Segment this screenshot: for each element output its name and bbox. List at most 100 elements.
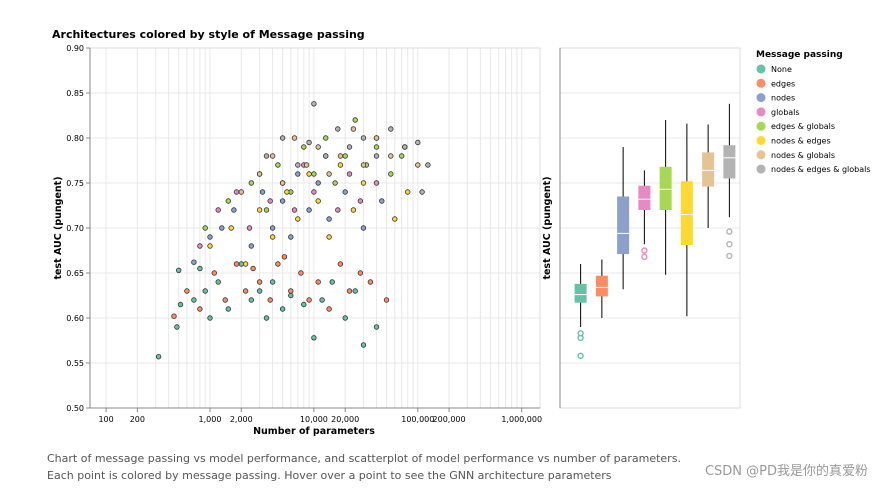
scatter-point[interactable]	[315, 180, 321, 186]
scatter-point[interactable]	[248, 297, 254, 303]
scatter-point[interactable]	[306, 139, 312, 146]
scatter-point[interactable]	[360, 135, 367, 141]
scatter-point[interactable]	[267, 198, 273, 204]
scatter-point[interactable]	[275, 261, 281, 267]
scatter-point[interactable]	[388, 171, 394, 177]
scatter-point[interactable]	[388, 126, 394, 132]
box-outlier[interactable]	[641, 253, 648, 260]
box-outlier[interactable]	[726, 240, 733, 248]
scatter-point[interactable]	[373, 180, 380, 186]
scatter-point[interactable]	[248, 243, 254, 249]
scatter-point[interactable]	[269, 279, 276, 285]
scatter-point[interactable]	[288, 288, 294, 294]
box-outlier[interactable]	[577, 352, 584, 359]
scatter-point[interactable]	[225, 306, 231, 312]
scatter-point[interactable]	[291, 207, 298, 213]
scatter-point[interactable]	[352, 117, 358, 123]
scatter-point[interactable]	[357, 270, 364, 276]
scatter-point[interactable]	[306, 171, 312, 177]
scatter-point[interactable]	[301, 144, 307, 150]
scatter-point[interactable]	[373, 153, 380, 159]
scatter-point[interactable]	[202, 288, 208, 294]
scatter-point[interactable]	[357, 198, 364, 204]
scatter-point[interactable]	[197, 243, 203, 249]
scatter-point[interactable]	[184, 288, 190, 294]
scatter-point[interactable]	[383, 297, 390, 303]
scatter-point[interactable]	[373, 135, 380, 141]
scatter-point[interactable]	[284, 189, 290, 195]
scatter-point[interactable]	[315, 198, 321, 204]
scatter-point[interactable]	[311, 171, 317, 177]
scatter-point[interactable]	[275, 162, 281, 168]
scatter-point[interactable]	[267, 297, 273, 303]
scatter-point[interactable]	[323, 135, 329, 141]
box-outlier[interactable]	[726, 252, 733, 260]
scatter-point[interactable]	[342, 153, 348, 159]
scatter-point[interactable]	[346, 144, 353, 150]
scatter-point[interactable]	[281, 254, 288, 260]
box-nodes[interactable]	[617, 147, 630, 290]
scatter-point[interactable]	[360, 225, 367, 231]
scatter-point[interactable]	[346, 171, 353, 177]
scatter-point[interactable]	[225, 198, 231, 204]
scatter-point[interactable]	[219, 225, 225, 231]
scatter-point[interactable]	[329, 279, 335, 285]
scatter-point[interactable]	[174, 324, 180, 330]
scatter-point[interactable]	[326, 171, 332, 177]
scatter-point[interactable]	[250, 265, 256, 272]
scatter-point[interactable]	[295, 171, 301, 177]
box-globals[interactable]	[638, 170, 651, 260]
scatter-point[interactable]	[350, 126, 357, 132]
scatter-point[interactable]	[269, 153, 276, 159]
scatter-point[interactable]	[197, 265, 203, 272]
scatter-point[interactable]	[352, 288, 358, 294]
scatter-point[interactable]	[155, 354, 162, 360]
scatter-point[interactable]	[311, 189, 317, 195]
scatter-point[interactable]	[360, 162, 367, 168]
scatter-point[interactable]	[197, 306, 203, 312]
box-outlier[interactable]	[577, 330, 584, 337]
scatter-point[interactable]	[191, 259, 197, 265]
scatter-point[interactable]	[315, 279, 321, 285]
scatter-point[interactable]	[311, 335, 317, 341]
scatter-point[interactable]	[233, 189, 240, 195]
scatter-point[interactable]	[211, 270, 217, 276]
scatter-point[interactable]	[303, 162, 310, 168]
scatter-point[interactable]	[337, 162, 344, 168]
scatter-point[interactable]	[319, 297, 325, 303]
box-none[interactable]	[574, 264, 587, 359]
scatter-point[interactable]	[342, 189, 348, 195]
box-nodes-edges[interactable]	[680, 123, 693, 317]
scatter-point[interactable]	[171, 313, 177, 319]
scatter-point[interactable]	[360, 180, 367, 186]
scatter-point[interactable]	[326, 216, 332, 222]
scatter-point[interactable]	[326, 306, 332, 312]
box-edges[interactable]	[595, 259, 608, 319]
scatter-point[interactable]	[269, 234, 276, 240]
scatter-point[interactable]	[402, 144, 408, 150]
scatter-point[interactable]	[279, 198, 286, 204]
scatter-point[interactable]	[315, 144, 321, 150]
scatter-point[interactable]	[207, 234, 213, 240]
scatter-point[interactable]	[279, 306, 286, 312]
scatter-point[interactable]	[323, 153, 329, 159]
scatter-point[interactable]	[288, 292, 294, 299]
box-edges-globals[interactable]	[659, 120, 672, 275]
scatter-point[interactable]	[335, 207, 341, 213]
scatter-point[interactable]	[346, 288, 353, 294]
scatter-point[interactable]	[342, 315, 348, 321]
box-nodes-edges-globals[interactable]	[723, 103, 736, 260]
scatter-point[interactable]	[256, 279, 263, 285]
scatter-point[interactable]	[175, 267, 182, 273]
scatter-point[interactable]	[279, 180, 286, 186]
scatter-point[interactable]	[295, 162, 301, 168]
scatter-point[interactable]	[326, 234, 332, 240]
scatter-point[interactable]	[425, 162, 431, 168]
scatter-point[interactable]	[337, 153, 344, 159]
scatter-point[interactable]	[279, 135, 286, 141]
scatter-point[interactable]	[233, 261, 240, 267]
scatter-point[interactable]	[248, 180, 254, 186]
scatter-point[interactable]	[415, 162, 421, 168]
scatter-point[interactable]	[231, 207, 237, 213]
scatter-point[interactable]	[379, 198, 385, 204]
